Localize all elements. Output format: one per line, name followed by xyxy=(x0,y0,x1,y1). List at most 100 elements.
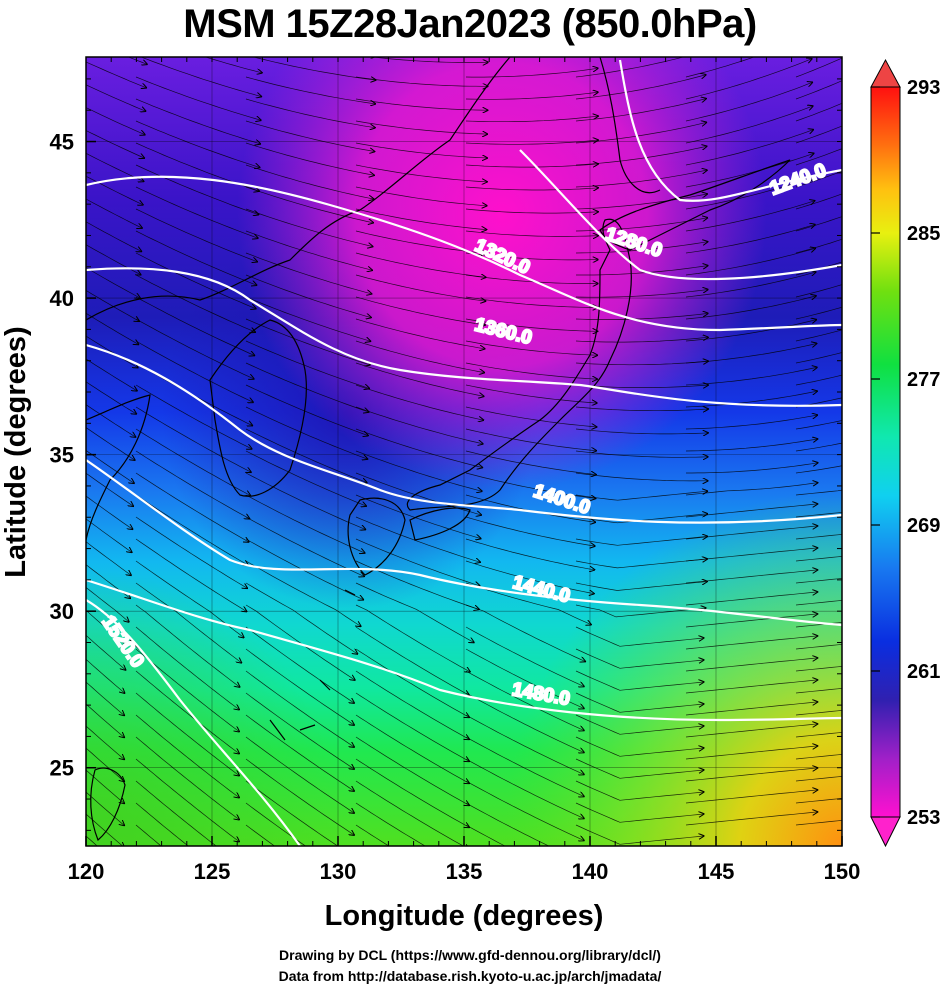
wind-streamline xyxy=(575,582,707,591)
wind-streamline xyxy=(135,582,241,663)
wind-streamline xyxy=(355,450,482,491)
wind-streamline xyxy=(245,340,369,388)
wind-streamline xyxy=(86,725,124,759)
wind-streamline xyxy=(575,146,707,166)
wind-streamline xyxy=(796,0,914,33)
wind-streamline xyxy=(355,98,487,110)
coastline-china-east xyxy=(86,394,151,541)
wind-streamline xyxy=(465,582,591,625)
coastline-ryukyu xyxy=(129,589,356,741)
wind-streamline xyxy=(355,538,479,586)
wind-streamline xyxy=(465,714,584,774)
credit-data: Data from http://database.rish.kyoto-u.a… xyxy=(278,968,662,984)
wind-streamline xyxy=(795,754,842,760)
wind-streamline xyxy=(86,747,124,781)
wind-streamline xyxy=(86,221,141,251)
wind-streamline xyxy=(355,120,487,134)
wind-streamline xyxy=(465,68,598,78)
wind-streamline xyxy=(795,710,842,716)
wind-streamline xyxy=(575,170,707,188)
wind-streamline xyxy=(86,449,134,483)
wind-streamline xyxy=(795,170,842,188)
wind-streamline xyxy=(795,556,842,562)
wind-streamline xyxy=(245,164,374,199)
wind-streamline xyxy=(86,427,135,460)
wind-streamline xyxy=(685,59,812,100)
wind-streamline xyxy=(245,208,373,247)
wind-streamline xyxy=(135,714,239,798)
wind-streamline xyxy=(86,681,124,715)
wind-streamline xyxy=(135,692,239,776)
height-contour-line xyxy=(618,59,842,202)
y-tick-label: 35 xyxy=(50,443,74,468)
wind-streamline xyxy=(86,813,124,846)
wind-streamline xyxy=(355,340,484,373)
wind-streamline xyxy=(135,824,162,846)
wind-streamline xyxy=(685,106,813,144)
wind-streamline xyxy=(575,385,708,388)
wind-streamline xyxy=(575,491,707,501)
wind-streamline xyxy=(245,76,375,104)
wind-streamline xyxy=(245,296,370,341)
wind-streamline xyxy=(575,472,708,481)
wind-streamline xyxy=(465,252,598,260)
wind-streamline xyxy=(86,634,125,670)
coastline-taiwan xyxy=(90,767,126,841)
wind-streamline xyxy=(465,340,597,355)
wind-streamline xyxy=(465,450,596,475)
wind-streamline xyxy=(355,714,469,783)
wind-streamline xyxy=(795,329,842,342)
wind-streamline xyxy=(355,406,483,444)
wind-streamline xyxy=(796,0,914,11)
wind-streamline xyxy=(685,296,816,320)
wind-streamline xyxy=(795,465,842,474)
wind-streamline xyxy=(686,0,809,11)
wind-streamline xyxy=(136,11,262,49)
wind-streamline xyxy=(245,494,365,553)
wind-streamline xyxy=(245,406,367,459)
wind-streamline xyxy=(245,670,354,747)
wind-streamline xyxy=(465,472,595,498)
wind-streamline xyxy=(795,284,842,298)
wind-streamline xyxy=(245,736,354,813)
wind-streamline xyxy=(86,495,132,529)
height-contour-line xyxy=(86,578,842,722)
wind-streamline xyxy=(135,208,257,262)
wind-streamline xyxy=(575,559,707,569)
y-tick-label: 25 xyxy=(50,756,74,781)
colorbar-bottom-arrow xyxy=(870,816,901,848)
wind-streamline xyxy=(245,230,372,270)
wind-streamline xyxy=(575,802,704,823)
wind-streamline xyxy=(204,57,262,73)
wind-streamline xyxy=(795,442,842,452)
wind-streamline xyxy=(465,780,584,840)
wind-streamline xyxy=(795,102,842,122)
wind-streamline xyxy=(685,57,755,78)
wind-streamline xyxy=(86,198,142,228)
wind-streamline xyxy=(576,27,705,55)
wind-streamline xyxy=(465,164,598,168)
wind-streamline xyxy=(86,703,124,737)
wind-streamline xyxy=(355,604,470,672)
wind-streamline xyxy=(245,428,367,483)
wind-streamline xyxy=(686,463,818,474)
wind-streamline xyxy=(795,622,842,628)
wind-streamline xyxy=(86,381,136,414)
wind-streamline xyxy=(356,33,488,39)
wind-streamline xyxy=(245,142,374,175)
x-tick-label: 145 xyxy=(698,859,735,884)
wind-streamline xyxy=(576,266,708,276)
x-tick-label: 125 xyxy=(194,859,231,884)
wind-streamline xyxy=(355,186,487,206)
colorbar-gradient xyxy=(870,86,901,818)
wind-streamline xyxy=(355,824,390,846)
wind-streamline xyxy=(86,609,127,646)
wind-streamline xyxy=(795,534,842,540)
x-tick-label: 130 xyxy=(320,859,357,884)
wind-streamline xyxy=(245,98,375,128)
wind-streamline xyxy=(795,193,842,210)
x-tick-label: 150 xyxy=(824,859,861,884)
wind-streamline xyxy=(685,177,814,210)
colorbar: 253 261 269 277 285 293 xyxy=(870,58,940,848)
